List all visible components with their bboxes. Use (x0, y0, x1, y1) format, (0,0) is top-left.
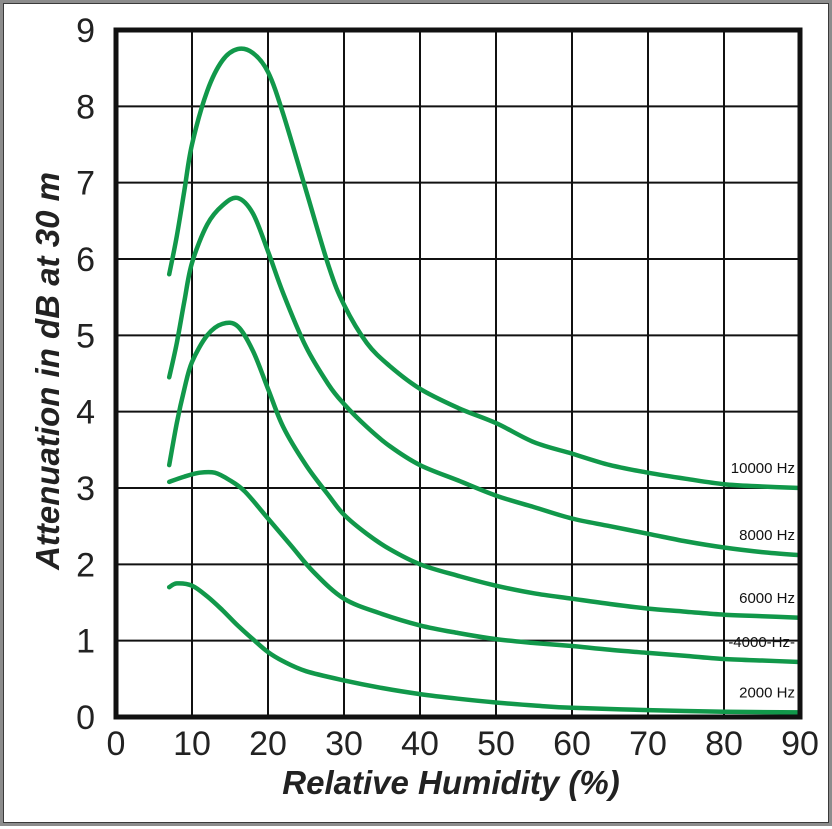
y-tick-label: 5 (76, 317, 95, 355)
y-tick-label: 2 (76, 546, 95, 584)
series-line (166, 195, 803, 558)
x-tick-label: 0 (107, 725, 126, 763)
plot-area-border (113, 27, 803, 720)
y-tick-label: 0 (76, 699, 95, 737)
y-axis-ticks: 0 1 2 3 4 5 6 7 8 9 (76, 12, 95, 737)
x-tick-label: 30 (325, 725, 363, 763)
x-tick-label: 80 (705, 725, 743, 763)
y-tick-label: 9 (76, 12, 95, 50)
y-tick-label: 4 (76, 394, 95, 432)
x-tick-label: 70 (629, 725, 667, 763)
series-label: 2000 Hz (739, 684, 795, 701)
series-label: -4000-Hz- (728, 634, 795, 651)
y-axis-title: Attenuation in dB at 30 m (29, 172, 66, 571)
x-tick-label: 10 (173, 725, 211, 763)
series-labels: 10000 Hz 8000 Hz 6000 Hz -4000-Hz- 2000 Hz (728, 460, 795, 701)
y-tick-label: 3 (76, 470, 95, 508)
y-tick-label: 1 (76, 623, 95, 661)
y-tick-label: 7 (76, 165, 95, 203)
x-tick-label: 50 (477, 725, 515, 763)
series-line (166, 46, 803, 491)
grid-lines (116, 30, 800, 717)
y-tick-label: 6 (76, 241, 95, 279)
series-line (166, 469, 803, 665)
series-lines (166, 46, 803, 715)
series-label: 8000 Hz (739, 527, 795, 544)
y-tick-label: 8 (76, 88, 95, 126)
series-label: 6000 Hz (739, 590, 795, 607)
series-line (166, 581, 803, 715)
x-tick-label: 40 (401, 725, 439, 763)
series-line (166, 320, 803, 621)
x-tick-label: 60 (553, 725, 591, 763)
x-tick-label: 20 (249, 725, 287, 763)
x-tick-label: 90 (781, 725, 819, 763)
x-axis-title: Relative Humidity (%) (282, 764, 619, 801)
series-label: 10000 Hz (731, 460, 795, 477)
attenuation-line-chart: 0 10 20 30 40 50 60 70 80 90 0 1 2 3 4 5 6 7 8 9 10000 Hz 8… (29, 12, 819, 801)
x-axis-ticks: 0 10 20 30 40 50 60 70 80 90 (107, 725, 819, 763)
